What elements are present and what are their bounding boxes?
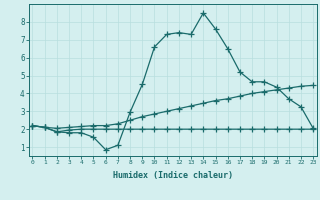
X-axis label: Humidex (Indice chaleur): Humidex (Indice chaleur) bbox=[113, 171, 233, 180]
